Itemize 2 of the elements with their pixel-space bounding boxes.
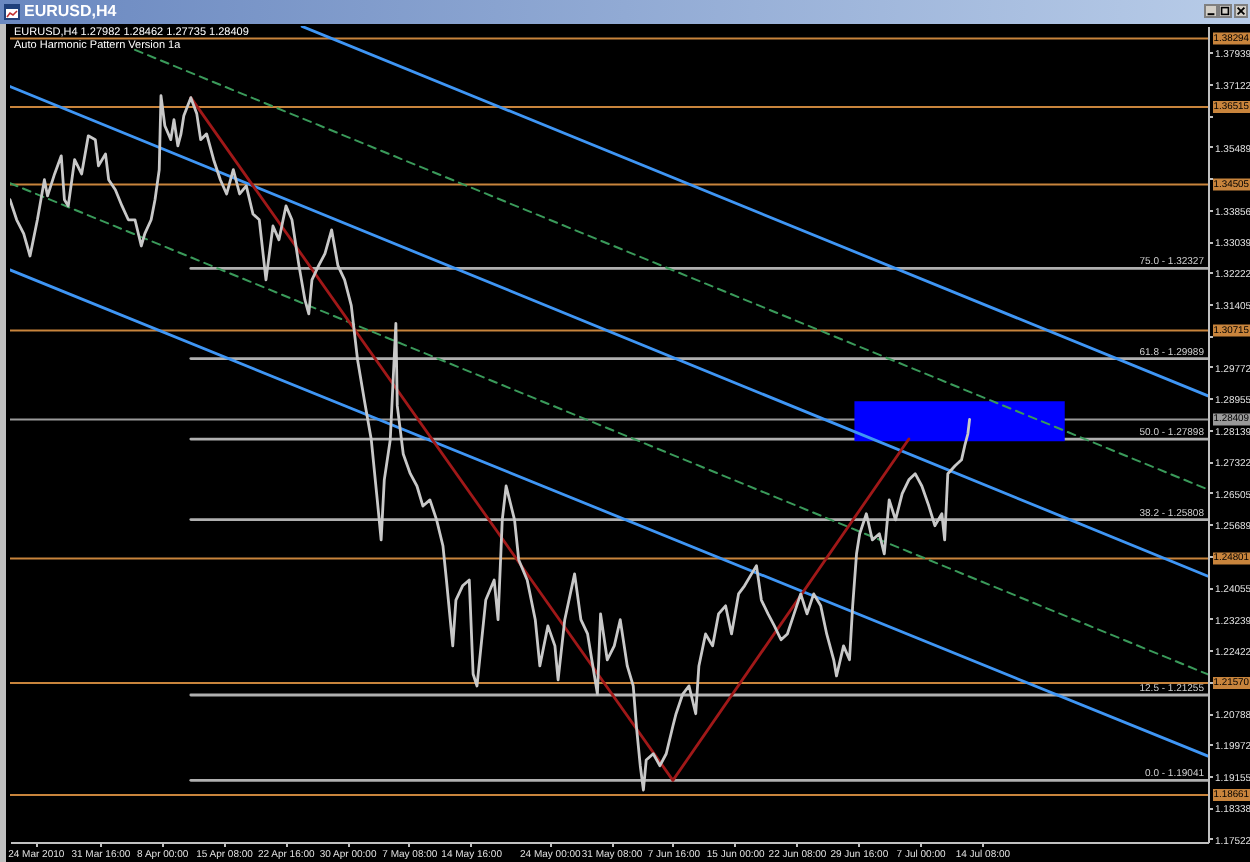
- chart-title: EURUSD,H4: [24, 2, 117, 22]
- line-series: [10, 94, 971, 792]
